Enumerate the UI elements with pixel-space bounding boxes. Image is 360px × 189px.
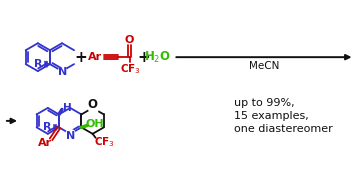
Text: +: + (75, 50, 87, 65)
Text: one diastereomer: one diastereomer (234, 124, 333, 134)
Text: R: R (34, 59, 42, 69)
Text: H: H (63, 103, 71, 113)
Text: O: O (87, 98, 98, 112)
Text: O: O (125, 35, 134, 45)
Text: CF$_3$: CF$_3$ (120, 62, 141, 76)
Text: CF$_3$: CF$_3$ (94, 135, 115, 149)
Text: +: + (137, 50, 150, 65)
Text: N: N (58, 67, 68, 77)
Text: Ar: Ar (88, 52, 102, 62)
Text: Ar: Ar (38, 138, 52, 148)
Text: MeCN: MeCN (249, 61, 279, 71)
Text: H$_2$O: H$_2$O (144, 50, 171, 65)
Text: up to 99%,: up to 99%, (234, 98, 294, 108)
Text: 15 examples,: 15 examples, (234, 111, 309, 121)
Text: OH: OH (85, 119, 104, 129)
Text: N: N (66, 131, 75, 141)
Text: R: R (43, 122, 51, 132)
